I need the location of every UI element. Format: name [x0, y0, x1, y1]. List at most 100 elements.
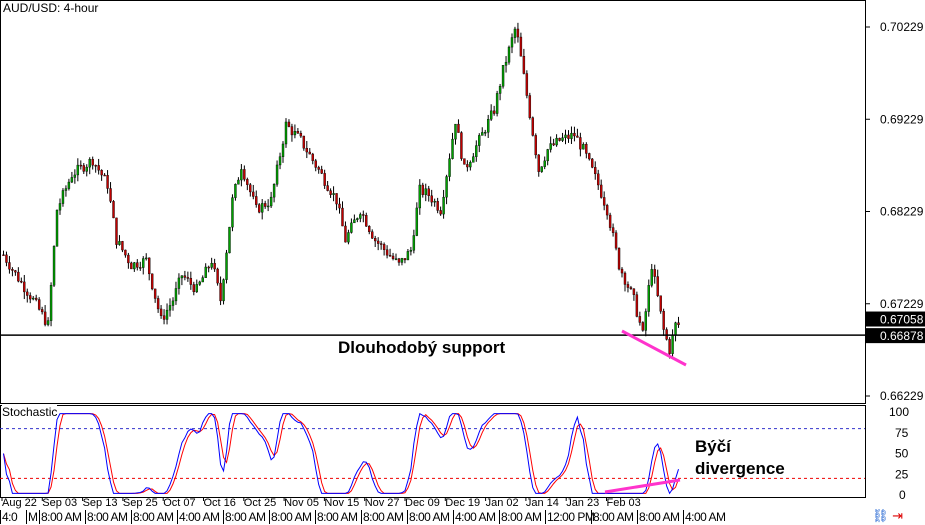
candle — [531, 117, 535, 136]
candle — [127, 254, 130, 264]
candle — [145, 257, 148, 260]
candle — [210, 263, 213, 268]
candle — [406, 251, 410, 261]
candle — [88, 159, 91, 168]
candle — [344, 225, 347, 243]
candle — [317, 167, 320, 170]
timeframe-label[interactable]: 8:00 AM — [407, 510, 453, 524]
timeframe-label[interactable]: 8:00 AM — [39, 510, 85, 524]
candle — [659, 295, 662, 312]
timeframe-label[interactable]: 8:00 AM — [131, 510, 177, 524]
x-tick-label: Jan 23 — [566, 497, 599, 509]
candle — [647, 285, 650, 312]
timeframe-label[interactable]: 12:00 PM — [545, 510, 595, 524]
candle — [353, 219, 356, 224]
candle — [272, 184, 276, 198]
candle — [528, 95, 532, 118]
divergence-annotation-2: divergence — [695, 459, 785, 478]
arrow-end-icon[interactable]: ⇥ — [892, 508, 904, 523]
candle — [222, 279, 225, 302]
candle — [445, 176, 448, 198]
candle — [260, 203, 264, 213]
candle — [23, 281, 26, 293]
candle — [82, 165, 85, 172]
candle — [201, 277, 204, 283]
current-price-label: 0.67058 — [880, 313, 924, 327]
candle — [418, 184, 422, 209]
candle — [228, 226, 231, 254]
candle — [376, 240, 380, 244]
candle — [460, 132, 463, 159]
timeframe-label[interactable]: 8:00 AM — [85, 510, 131, 524]
timeframe-label[interactable]: 8:00 AM — [223, 510, 269, 524]
candle — [457, 123, 460, 133]
candle — [433, 200, 436, 203]
candle — [213, 263, 216, 270]
candle — [284, 121, 288, 145]
candle — [255, 196, 258, 205]
candle — [382, 244, 386, 250]
timeframe-label[interactable]: 4:00 AM — [453, 510, 499, 524]
candle — [219, 282, 222, 302]
candle — [359, 214, 362, 219]
candle — [602, 197, 606, 206]
candle — [67, 181, 71, 189]
candle — [614, 232, 618, 249]
candle — [549, 143, 552, 150]
candle — [608, 214, 612, 228]
candle — [112, 201, 115, 219]
candle — [55, 209, 59, 247]
timeframe-label[interactable]: 8:00 AM — [269, 510, 315, 524]
candle — [34, 297, 38, 300]
timeframe-label[interactable]: 8:00 AM — [361, 510, 407, 524]
candle — [641, 322, 645, 331]
candle — [171, 300, 175, 306]
candle — [439, 210, 442, 215]
candle — [501, 65, 505, 87]
y-tick-label: 0.67229 — [880, 297, 924, 311]
candle — [43, 311, 47, 325]
candle — [475, 145, 478, 157]
candle — [177, 277, 181, 289]
x-tick-label: Jan 02 — [486, 497, 519, 509]
candle — [156, 298, 160, 310]
candle — [103, 174, 106, 177]
candle — [478, 135, 481, 146]
candle — [332, 193, 335, 195]
link-icon[interactable]: ⛓ — [872, 508, 889, 523]
candle — [573, 132, 576, 137]
candle — [314, 160, 317, 168]
candle — [17, 271, 20, 282]
candle — [671, 334, 674, 354]
candle — [186, 277, 190, 279]
support-price-box — [866, 328, 925, 344]
timeframe-label[interactable]: 8:00 AM — [315, 510, 361, 524]
candle — [448, 158, 451, 177]
timeframe-label[interactable]: 8:00 AM — [637, 510, 683, 524]
candle — [638, 316, 642, 323]
timeframe-label[interactable]: 8:00 AM — [591, 510, 637, 524]
timeframe-label[interactable]: 4:00 AM — [683, 510, 729, 524]
candle — [519, 36, 523, 57]
candle — [287, 121, 291, 127]
timeframe-label[interactable]: 4:00 AM — [177, 510, 223, 524]
timeframe-label[interactable]: 8:00 AM — [499, 510, 545, 524]
candle — [159, 308, 163, 316]
current-price-box — [866, 311, 925, 327]
candle — [329, 190, 332, 195]
candle — [570, 132, 573, 139]
candle — [252, 191, 255, 197]
candle — [454, 123, 457, 140]
candle — [49, 285, 53, 321]
candle — [189, 277, 193, 285]
candle — [70, 177, 74, 183]
candle — [510, 37, 514, 48]
x-tick-label: Nov 15 — [324, 497, 359, 509]
candle — [269, 196, 273, 207]
candle — [195, 284, 198, 293]
x-tick-label: Sep 25 — [123, 497, 158, 509]
candle — [275, 164, 279, 185]
timeframe-label[interactable]: M — [26, 510, 38, 524]
timeframe-label[interactable]: 4:0 — [0, 510, 18, 524]
